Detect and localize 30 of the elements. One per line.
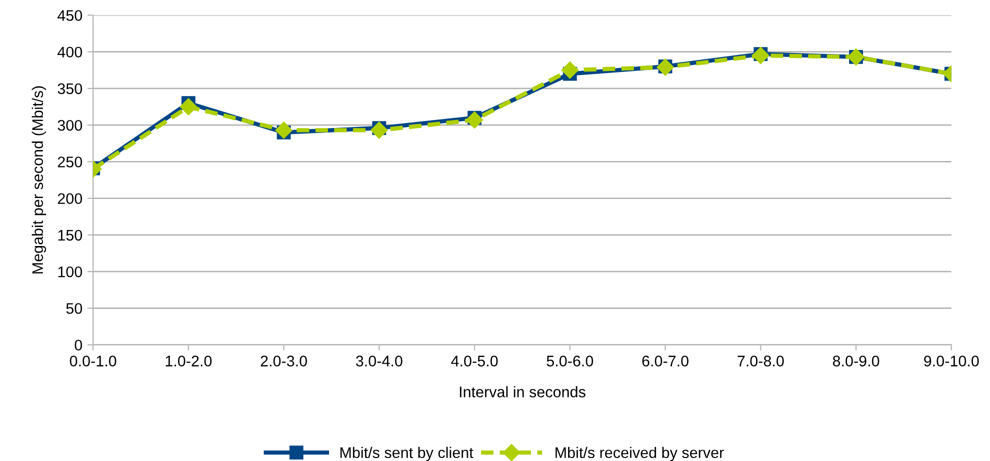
y-tick-label: 0 <box>74 340 82 351</box>
point <box>752 46 770 64</box>
x-tick-label: 7.0-8.0 <box>738 356 784 366</box>
x-tick-label: 5.0-6.0 <box>546 356 594 366</box>
x-tick-label: 9.0-10.0 <box>924 356 979 366</box>
y-tick-label: 450 <box>58 10 82 21</box>
point <box>561 62 578 79</box>
y-tick-label: 400 <box>58 46 82 58</box>
y-tick-label: 50 <box>66 303 82 314</box>
y-axis-title: Megabit per second (Mbit/s) <box>32 86 46 274</box>
x-tick-label: 2.0-3.0 <box>260 356 307 366</box>
x-tick-label: 1.0-2.0 <box>166 356 212 366</box>
x-tick-label: 4.0-5.0 <box>451 356 498 366</box>
legend-label: Mbit/s sent by client <box>340 446 474 461</box>
x-tick-label: 6.0-7.0 <box>642 356 688 366</box>
point <box>370 122 388 139</box>
x-axis-title: Interval in seconds <box>460 386 586 398</box>
x-tick-label: 0.0-1.0 <box>70 356 116 366</box>
x-tick-label: 8.0-9.0 <box>832 356 880 366</box>
legend-label: Mbit/s received by server <box>556 446 724 461</box>
point <box>275 122 292 139</box>
y-tick-label: 200 <box>58 193 82 204</box>
point <box>180 98 197 116</box>
x-tick-label: 3.0-4.0 <box>356 356 402 366</box>
y-tick-label: 250 <box>58 156 82 168</box>
y-tick-label: 100 <box>58 266 82 278</box>
y-tick-label: 150 <box>58 230 82 241</box>
y-tick-label: 350 <box>58 83 82 94</box>
y-tick-label: 300 <box>58 120 82 131</box>
point <box>466 111 484 129</box>
